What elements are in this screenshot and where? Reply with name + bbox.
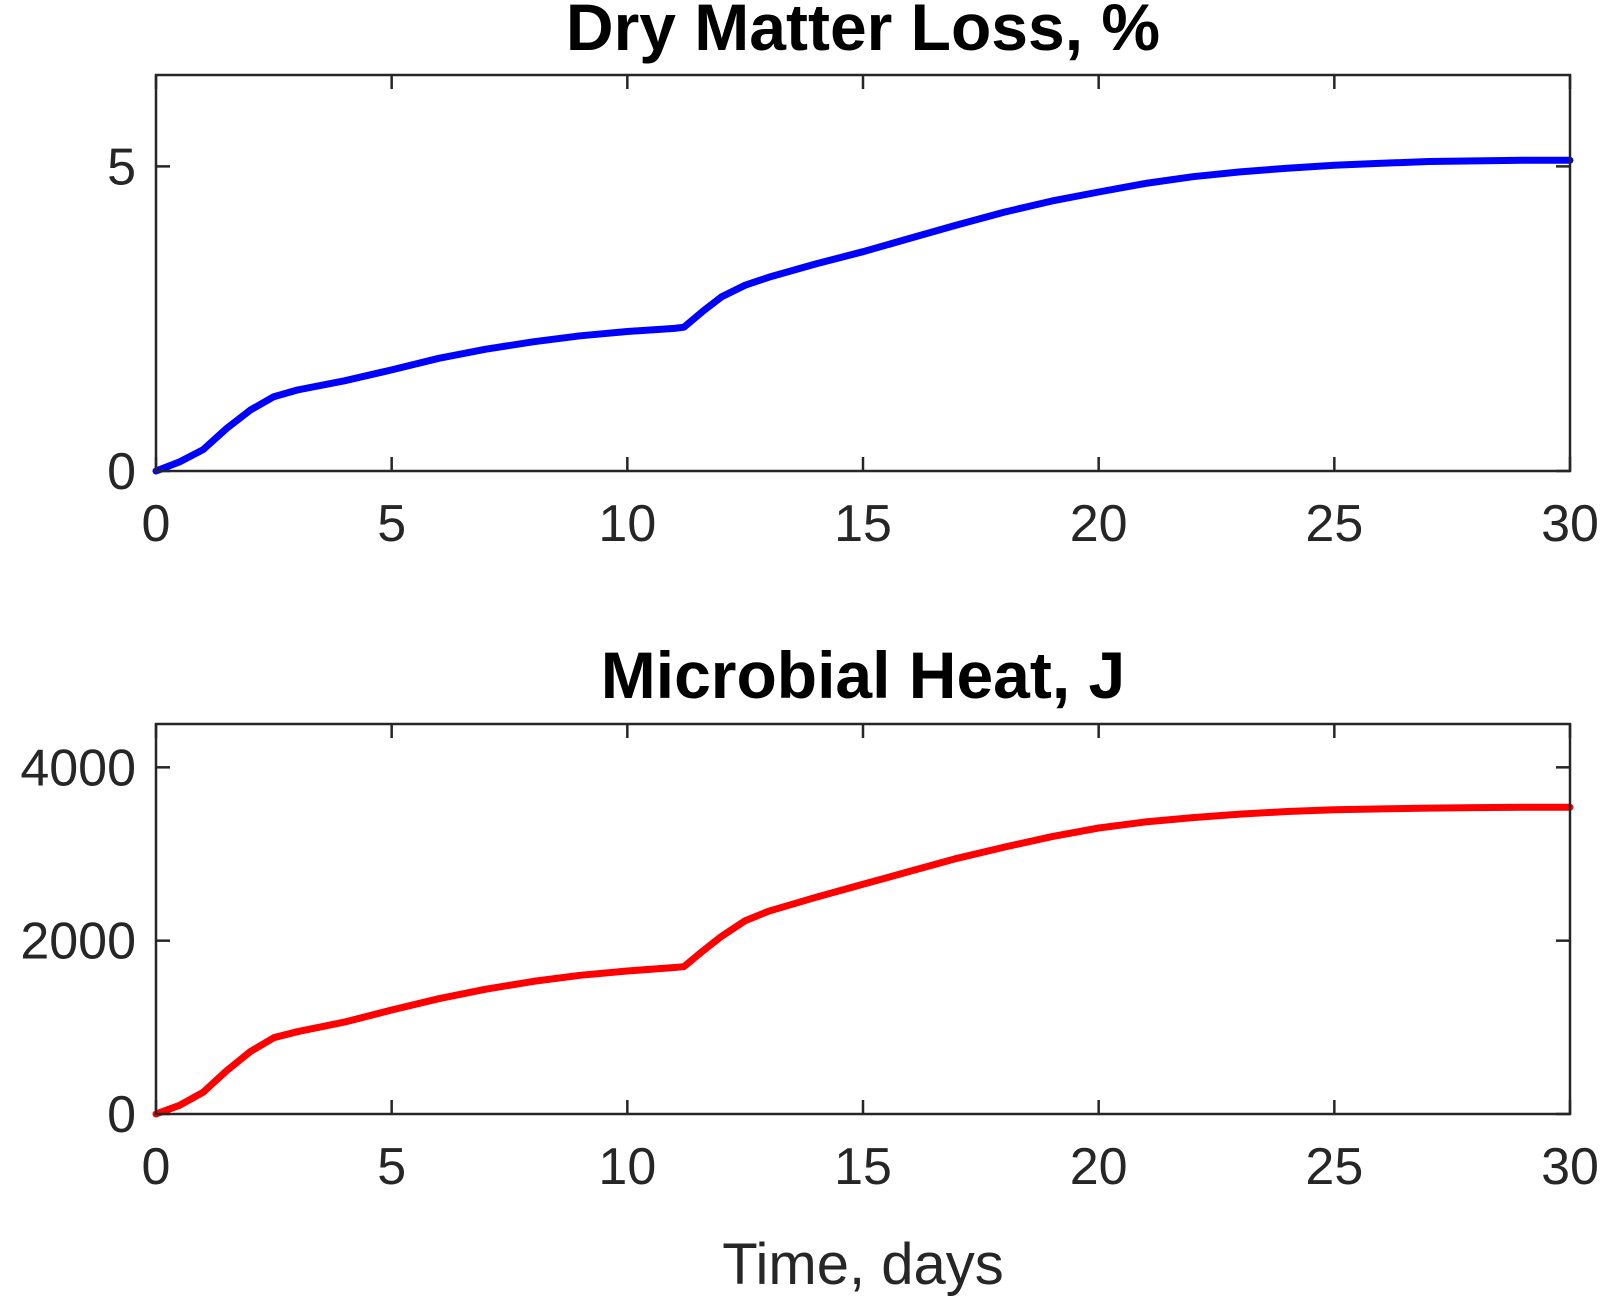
- microbial-heat-x-tick-label: 5: [377, 1138, 406, 1196]
- dry-matter-loss-title: Dry Matter Loss, %: [566, 0, 1160, 64]
- dry-matter-loss-x-tick-label: 25: [1305, 495, 1363, 553]
- dry-matter-loss-line: [152, 156, 1574, 475]
- dry-matter-loss-x-tick-label: 0: [142, 495, 171, 553]
- microbial-heat-title: Microbial Heat, J: [601, 638, 1126, 712]
- microbial-heat-y-tick-label: 0: [107, 1086, 136, 1144]
- microbial-heat-x-tick-label: 15: [834, 1138, 892, 1196]
- microbial-heat-y-tick-label: 2000: [20, 913, 136, 971]
- microbial-heat-line: [152, 803, 1574, 1118]
- microbial-heat-chart: Microbial Heat, J 0 5 10 15 20 25 30 0 2000 4000…: [20, 638, 1599, 1297]
- microbial-heat-x-tick-labels: 0 5 10 15 20 25 30: [142, 1138, 1599, 1196]
- microbial-heat-x-tick-label: 30: [1541, 1138, 1599, 1196]
- dry-matter-loss-y-tick-label: 5: [107, 138, 136, 196]
- dry-matter-loss-x-tick-label: 5: [377, 495, 406, 553]
- dry-matter-loss-x-tick-label: 15: [834, 495, 892, 553]
- microbial-heat-y-tick-label: 4000: [20, 739, 136, 797]
- dry-matter-loss-y-tick-label: 0: [107, 443, 136, 501]
- microbial-heat-y-tick-labels: 0 2000 4000: [20, 739, 136, 1144]
- dry-matter-loss-x-tick-labels: 0 5 10 15 20 25 30: [142, 495, 1599, 553]
- dry-matter-loss-x-tick-label: 20: [1070, 495, 1128, 553]
- microbial-heat-x-tick-label: 0: [142, 1138, 171, 1196]
- microbial-heat-x-tick-label: 25: [1305, 1138, 1363, 1196]
- microbial-heat-x-tick-label: 10: [598, 1138, 656, 1196]
- dry-matter-loss-x-tick-label: 30: [1541, 495, 1599, 553]
- dry-matter-loss-axes-frame: [154, 73, 1572, 473]
- microbial-heat-axes-frame: [154, 722, 1572, 1116]
- dry-matter-loss-y-tick-labels: 05: [107, 138, 136, 501]
- dry-matter-loss-chart: Dry Matter Loss, % 0 5 10 15 20 25 30 05: [107, 0, 1599, 553]
- dry-matter-loss-x-tick-label: 10: [598, 495, 656, 553]
- x-axis-label: Time, days: [722, 1232, 1003, 1297]
- microbial-heat-x-tick-label: 20: [1070, 1138, 1128, 1196]
